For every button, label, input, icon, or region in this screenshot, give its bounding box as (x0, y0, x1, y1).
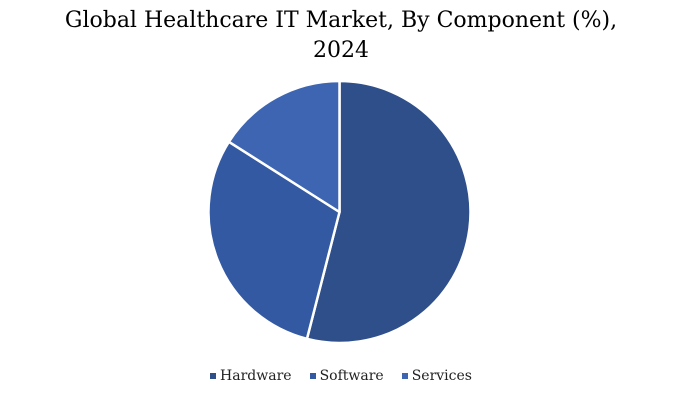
legend-swatch-hardware (210, 373, 217, 379)
legend-item-services: Services (401, 368, 472, 384)
pie-slice-software (207, 140, 341, 341)
legend-item-software: Software (309, 368, 384, 384)
pie-slice-services (227, 79, 341, 214)
pie-slices (207, 79, 472, 345)
chart-title-line-1: Global Healthcare IT Market, By Componen… (64, 8, 618, 33)
chart-title-line-2: 2024 (313, 38, 369, 63)
pie-slice-hardware (305, 79, 472, 345)
legend-label-software: Software (319, 368, 384, 384)
legend: Hardware Software Services (0, 368, 682, 384)
legend-swatch-services (401, 373, 408, 379)
legend-swatch-software (309, 373, 316, 379)
legend-item-hardware: Hardware (210, 368, 292, 384)
legend-label-services: Services (411, 368, 472, 384)
legend-label-hardware: Hardware (220, 368, 292, 384)
chart-title: Global Healthcare IT Market, By Componen… (0, 6, 682, 66)
